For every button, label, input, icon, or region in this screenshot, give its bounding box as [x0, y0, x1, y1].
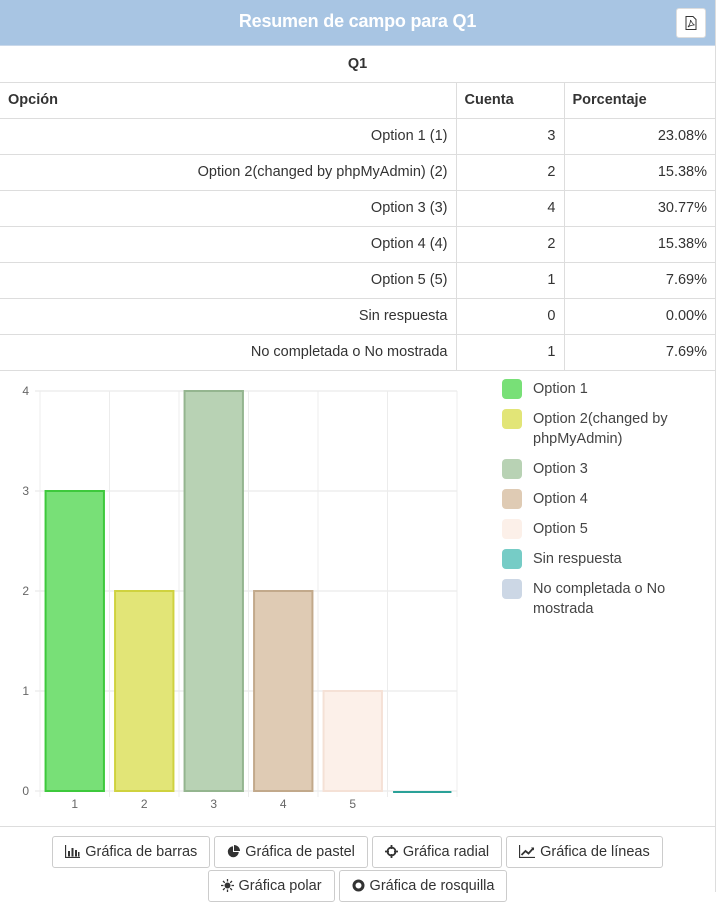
column-header-option: Opción	[0, 82, 456, 119]
table-row: Sin respuesta 0 0.00%	[0, 298, 715, 335]
option-label: Sin respuesta	[0, 298, 456, 335]
x-tick-label: 2	[141, 797, 148, 811]
panel-title: Resumen de campo para Q1	[238, 11, 477, 31]
legend-label: Option 1	[533, 380, 588, 397]
option-percent: 15.38%	[563, 226, 715, 263]
legend-item[interactable]: Option 5	[502, 518, 702, 539]
bar-3	[183, 389, 244, 792]
column-header-percent: Porcentaje	[563, 82, 715, 119]
legend-swatch	[502, 458, 522, 479]
x-tick-label: 1	[71, 797, 78, 811]
chart-area: 0 1 2 3 4 1 2 3 4 5 Option 1 Option 2(changed by p…	[0, 371, 715, 827]
legend-label: Option 2(changed by phpMyAdmin)	[533, 410, 668, 447]
legend-swatch	[502, 548, 522, 569]
x-tick-label: 3	[210, 797, 217, 811]
line-chart-icon	[519, 845, 536, 858]
statistics-table: Q1 Opción Cuenta Porcentaje Option 1 (1)…	[0, 46, 715, 371]
table-row: Option 3 (3) 4 30.77%	[0, 190, 715, 227]
sun-icon	[220, 879, 234, 892]
legend-label: No completada o No mostrada	[533, 580, 666, 617]
pie-chart-button[interactable]: Gráfica de pastel	[214, 835, 368, 868]
legend-item[interactable]: No completada o No mostrada	[502, 578, 702, 619]
option-label: No completada o No mostrada	[0, 334, 456, 371]
crosshair-icon	[384, 845, 398, 858]
bar-chart-button[interactable]: Gráfica de barras	[52, 835, 211, 868]
line-chart-button[interactable]: Gráfica de líneas	[506, 835, 663, 868]
x-tick-label: 4	[280, 797, 287, 811]
option-count: 1	[455, 262, 564, 299]
legend-label: Option 4	[533, 490, 588, 507]
question-code: Q1	[0, 46, 715, 83]
option-label: Option 4 (4)	[0, 226, 456, 263]
bar-4	[253, 589, 314, 792]
legend-item[interactable]: Option 1	[502, 378, 702, 399]
bar-5	[322, 689, 383, 792]
column-header-count: Cuenta	[455, 82, 564, 119]
legend-item[interactable]: Option 3	[502, 458, 702, 479]
legend-label: Option 5	[533, 520, 588, 537]
pie-chart-button-label: Gráfica de pastel	[245, 843, 355, 860]
option-percent: 23.08%	[563, 118, 715, 155]
legend-item[interactable]: Option 2(changed by phpMyAdmin)	[502, 408, 702, 449]
y-tick-label: 4	[22, 384, 29, 398]
option-percent: 7.69%	[563, 334, 715, 371]
option-count: 0	[455, 298, 564, 335]
bar-1	[44, 489, 105, 792]
legend-item[interactable]: Sin respuesta	[502, 548, 702, 569]
table-row: Option 4 (4) 2 15.38%	[0, 226, 715, 263]
legend-item[interactable]: Option 4	[502, 488, 702, 509]
doughnut-icon	[352, 879, 365, 892]
x-tick-label: 5	[349, 797, 356, 811]
option-count: 1	[455, 334, 564, 371]
radar-chart-button-label: Gráfica radial	[402, 843, 490, 860]
polar-chart-button-label: Gráfica polar	[238, 877, 322, 894]
option-label: Option 1 (1)	[0, 118, 456, 155]
bar-chart-button-label: Gráfica de barras	[85, 843, 198, 860]
bar-chart-icon	[65, 845, 81, 858]
bar-2	[114, 589, 175, 792]
table-row: Option 1 (1) 3 23.08%	[0, 118, 715, 155]
polar-chart-button[interactable]: Gráfica polar	[207, 869, 335, 902]
table-header-row: Opción Cuenta Porcentaje	[0, 82, 715, 119]
panel-header: Resumen de campo para Q1	[0, 0, 715, 46]
radar-chart-button[interactable]: Gráfica radial	[371, 835, 503, 868]
export-pdf-button[interactable]	[676, 8, 706, 38]
bar-chart: 0 1 2 3 4 1 2 3 4 5	[22, 384, 458, 811]
option-percent: 15.38%	[563, 154, 715, 191]
table-row: Option 2(changed by phpMyAdmin) (2) 2 15…	[0, 154, 715, 191]
pdf-file-icon	[685, 16, 697, 30]
y-tick-label: 1	[22, 684, 29, 698]
option-label: Option 5 (5)	[0, 262, 456, 299]
option-count: 4	[455, 190, 564, 227]
legend-label: Option 3	[533, 460, 588, 477]
option-percent: 7.69%	[563, 262, 715, 299]
legend-swatch	[502, 578, 522, 599]
option-count: 2	[455, 154, 564, 191]
pie-chart-icon	[228, 845, 241, 858]
legend-swatch	[502, 408, 522, 429]
doughnut-chart-button-label: Gráfica de rosquilla	[369, 877, 495, 894]
legend-label: Sin respuesta	[533, 550, 622, 567]
legend-swatch	[502, 518, 522, 539]
legend-swatch	[502, 488, 522, 509]
option-percent: 0.00%	[563, 298, 715, 335]
y-tick-label: 3	[22, 484, 29, 498]
option-label: Option 3 (3)	[0, 190, 456, 227]
table-row: No completada o No mostrada 1 7.69%	[0, 334, 715, 371]
y-tick-label: 2	[22, 584, 29, 598]
legend-swatch	[502, 378, 522, 399]
table-row: Option 5 (5) 1 7.69%	[0, 262, 715, 299]
option-count: 2	[455, 226, 564, 263]
line-chart-button-label: Gráfica de líneas	[540, 843, 650, 860]
chart-legend: Option 1 Option 2(changed by phpMyAdmin) O…	[502, 378, 702, 629]
question-row: Q1	[0, 46, 715, 83]
option-count: 3	[455, 118, 564, 155]
y-tick-label: 0	[22, 784, 29, 798]
doughnut-chart-button[interactable]: Gráfica de rosquilla	[338, 869, 508, 902]
option-percent: 30.77%	[563, 190, 715, 227]
option-label: Option 2(changed by phpMyAdmin) (2)	[0, 154, 456, 191]
